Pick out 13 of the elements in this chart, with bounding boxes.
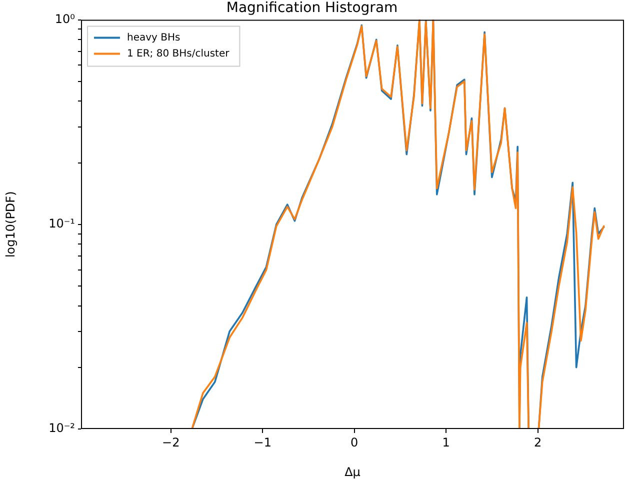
legend-label: 1 ER; 80 BHs/cluster [127,48,230,60]
y-axis-title: log10(PDF) [3,191,18,258]
y-tick-label: 10⁻¹ [48,216,76,231]
x-tick-label: −2 [162,435,180,450]
y-tick-label: 10⁻² [48,421,76,436]
x-tick-label: 1 [442,435,450,450]
x-tick-label: −1 [254,435,272,450]
y-tick-label: 10⁰ [54,12,76,26]
chart-title: Magnification Histogram [226,0,398,16]
x-tick-label: 0 [350,435,358,450]
x-tick-label: 2 [534,435,542,450]
legend-label: heavy BHs [127,32,180,44]
x-axis-title: Δμ [344,464,361,479]
